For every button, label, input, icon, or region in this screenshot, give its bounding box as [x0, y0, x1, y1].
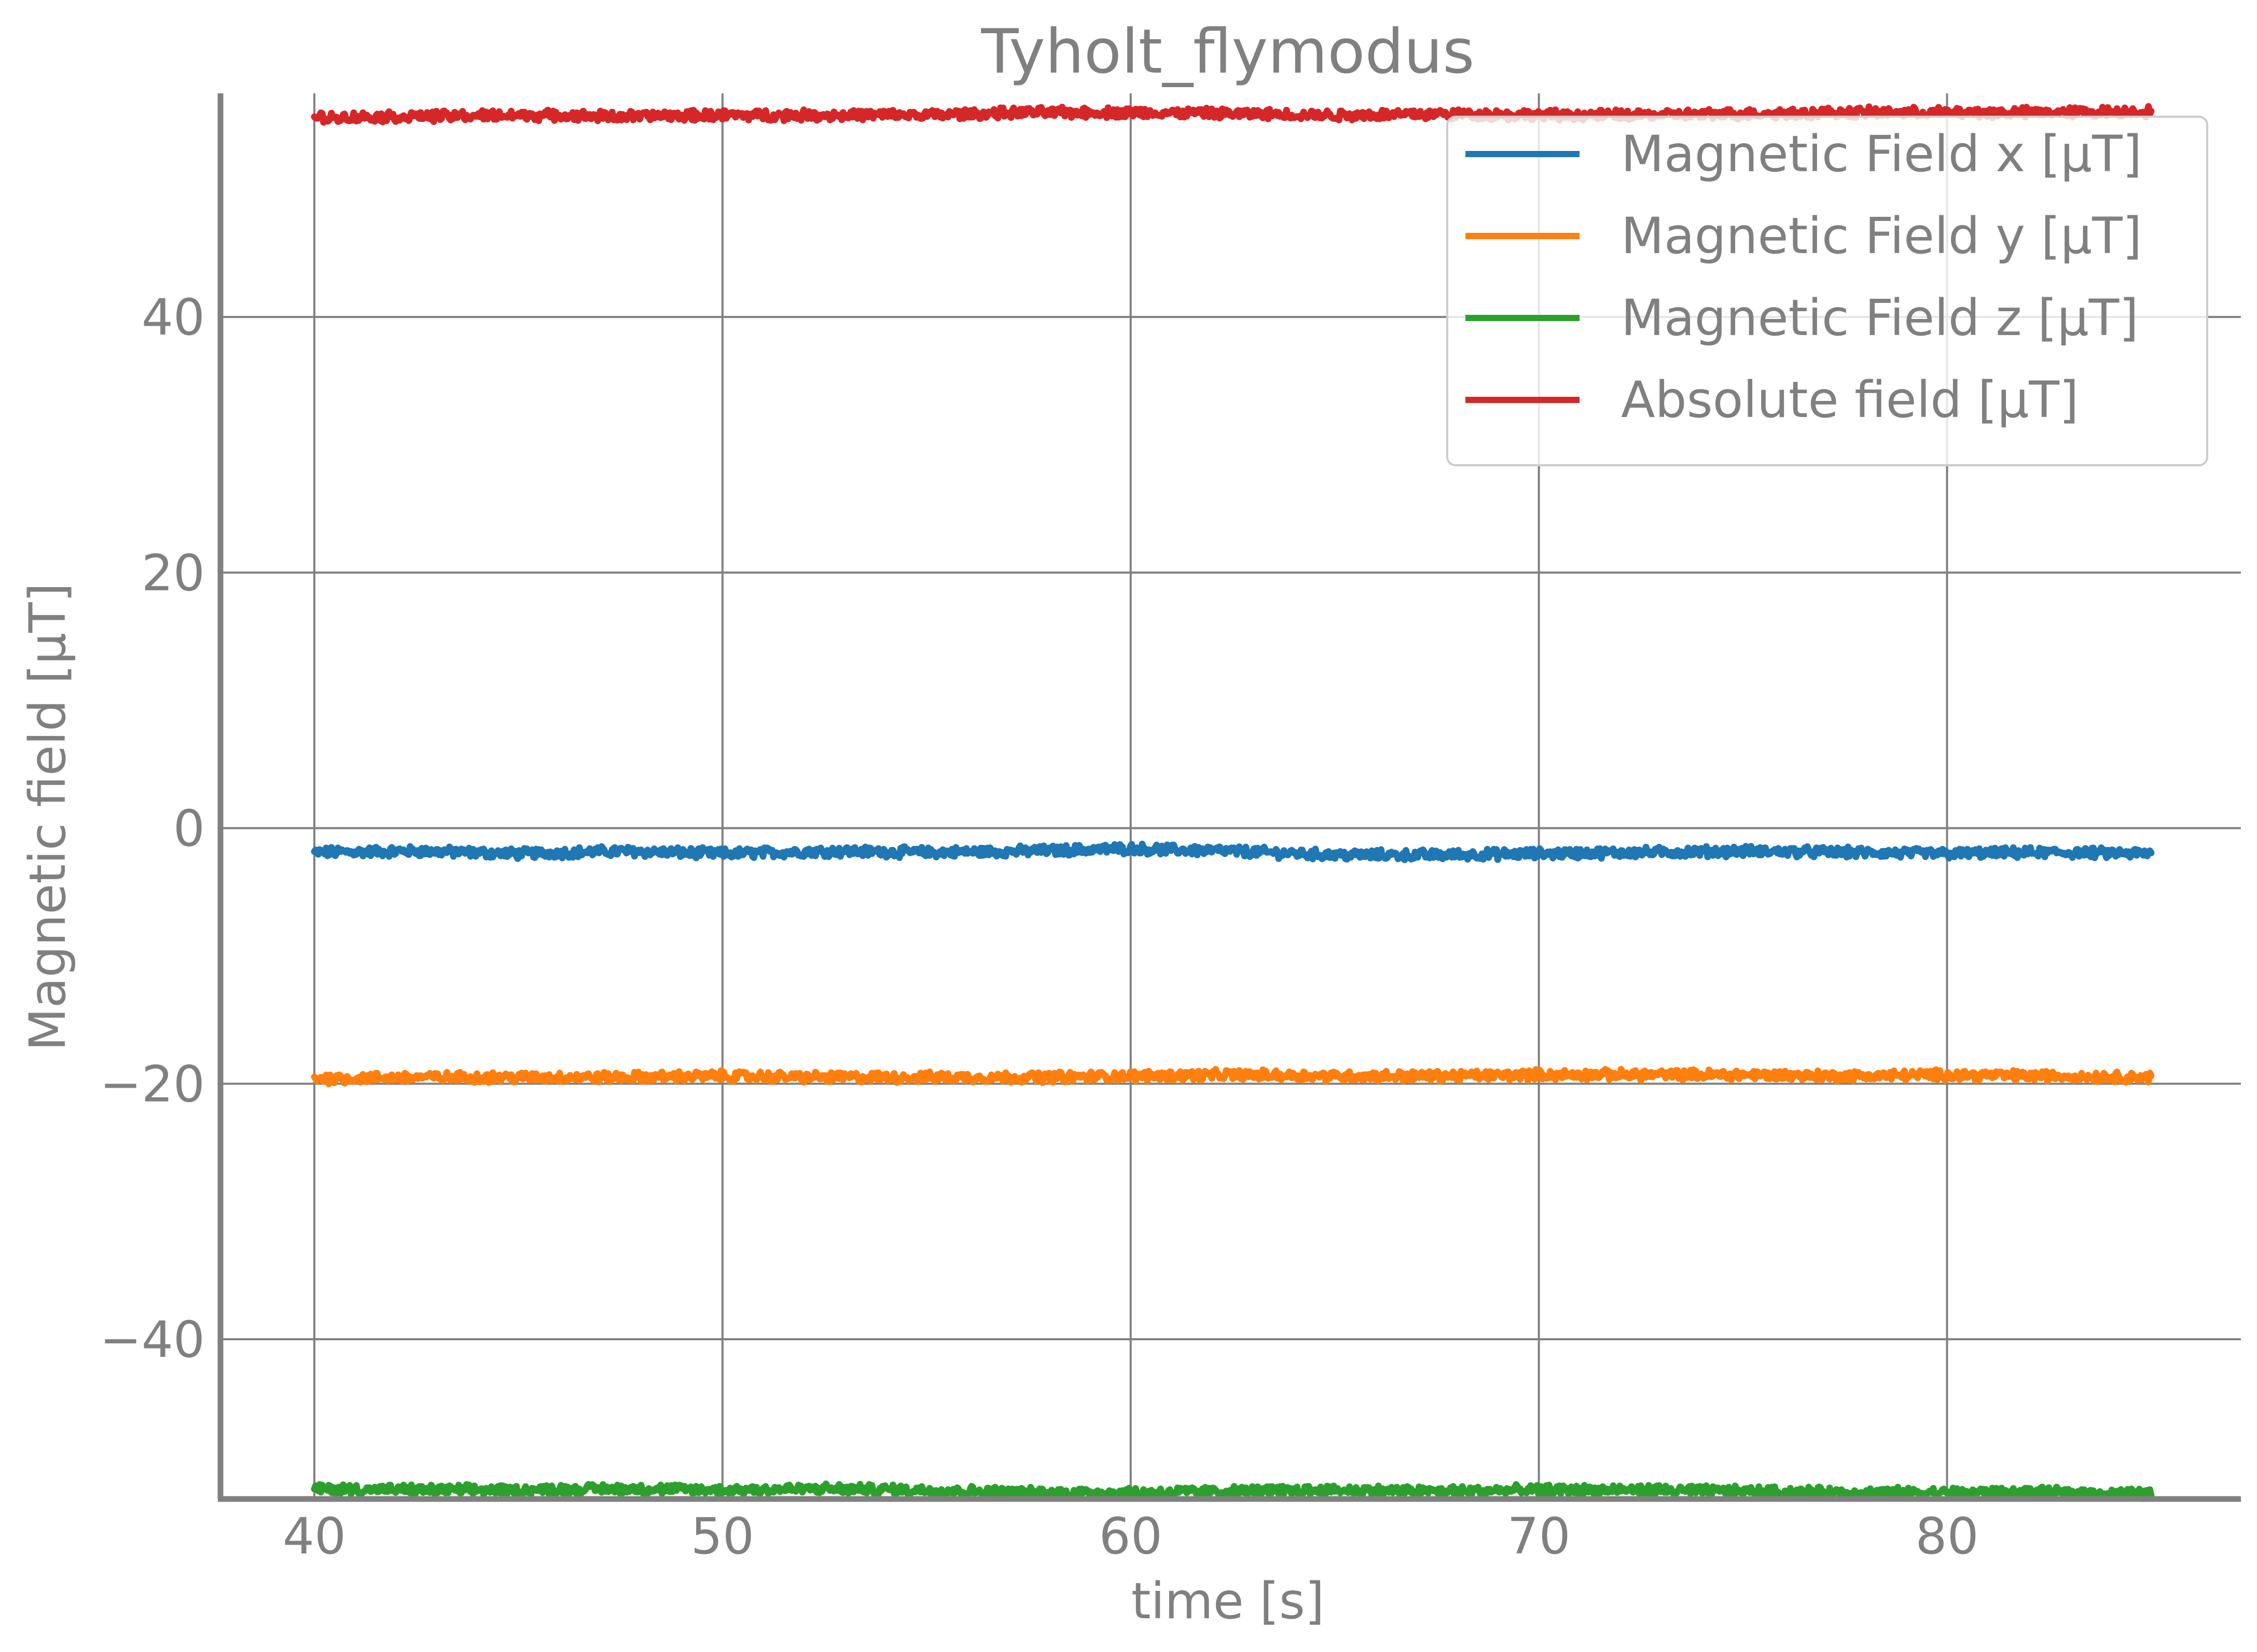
legend: Magnetic Field x [μT] Magnetic Field y [μ…	[1446, 116, 2208, 466]
x-tick-label: 70	[1507, 1507, 1571, 1565]
x-axis-label: time [s]	[1131, 1572, 1324, 1630]
legend-box	[1446, 116, 2208, 466]
y-axis-label: Magnetic field [μT]	[19, 583, 77, 1051]
legend-label: Magnetic Field z [μT]	[1621, 289, 2139, 347]
series-line-4	[311, 103, 2155, 126]
legend-label: Magnetic Field y [μT]	[1621, 207, 2142, 265]
y-tick-label: −20	[100, 1055, 205, 1113]
x-tick-label: 50	[691, 1507, 754, 1565]
series-line-3	[311, 1480, 2155, 1502]
tick-labels: 40 50 60 70 80 40 20 0 −20 −40	[100, 288, 1978, 1565]
series-line-2	[311, 1066, 2155, 1088]
chart-title: Tyholt_flymodus	[980, 16, 1474, 87]
data-series	[311, 103, 2155, 1502]
x-tick-label: 60	[1099, 1507, 1162, 1565]
legend-label: Magnetic Field x [μT]	[1621, 125, 2142, 183]
y-tick-label: 0	[173, 800, 205, 858]
legend-label: Absolute field [μT]	[1621, 371, 2079, 429]
series-line-1	[311, 840, 2155, 864]
y-tick-label: −40	[100, 1311, 205, 1369]
y-tick-label: 40	[142, 288, 205, 346]
y-tick-label: 20	[142, 544, 205, 602]
axes	[217, 93, 2241, 1502]
x-tick-label: 40	[283, 1507, 346, 1565]
x-tick-label: 80	[1915, 1507, 1978, 1565]
